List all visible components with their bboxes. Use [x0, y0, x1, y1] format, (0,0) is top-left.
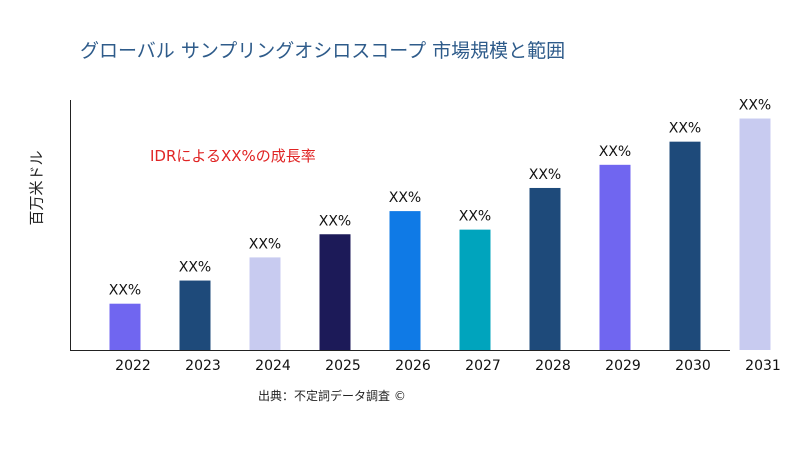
bar-2027 [459, 229, 491, 350]
x-tick-label-2028: 2028 [535, 358, 571, 374]
bar-2028 [529, 187, 561, 350]
x-tick-label-2023: 2023 [185, 358, 221, 374]
bar-2030 [669, 141, 701, 350]
bar-2031 [739, 118, 771, 350]
x-tick-label-2026: 2026 [395, 358, 431, 374]
data-label-2022: XX% [109, 283, 141, 299]
x-tick-label-2022: 2022 [115, 358, 151, 374]
bar-2022 [109, 303, 141, 350]
bar-2025 [319, 234, 351, 350]
growth-annotation: IDRによるXX%の成長率 [150, 147, 316, 165]
x-tick-label-2024: 2024 [255, 358, 291, 374]
x-tick-label-2025: 2025 [325, 358, 361, 374]
source-note: 出典：不定詞データ調査 © [258, 389, 406, 403]
data-label-2025: XX% [319, 213, 351, 229]
data-label-2023: XX% [179, 260, 211, 276]
data-label-2027: XX% [459, 209, 491, 225]
bar-2029 [599, 164, 631, 350]
data-label-2030: XX% [669, 121, 701, 137]
data-label-2024: XX% [249, 236, 281, 252]
x-tick-label-2029: 2029 [605, 358, 641, 374]
data-label-2026: XX% [389, 190, 421, 206]
bar-2023 [179, 280, 211, 350]
x-tick-label-2027: 2027 [465, 358, 501, 374]
data-label-2028: XX% [529, 167, 561, 183]
bar-2024 [249, 257, 281, 350]
chart-title: グローバル サンプリングオシロスコープ 市場規模と範囲 [80, 40, 566, 62]
bar-2026 [389, 211, 421, 350]
x-tick-label-2030: 2030 [675, 358, 711, 374]
data-label-2031: XX% [739, 98, 771, 114]
bars-group: XX% 2022 XX% 2023 XX% 2024 XX% 2025 XX% 2026 XX% 20… [109, 98, 781, 374]
data-label-2029: XX% [599, 144, 631, 160]
x-tick-label-2031: 2031 [745, 358, 781, 374]
